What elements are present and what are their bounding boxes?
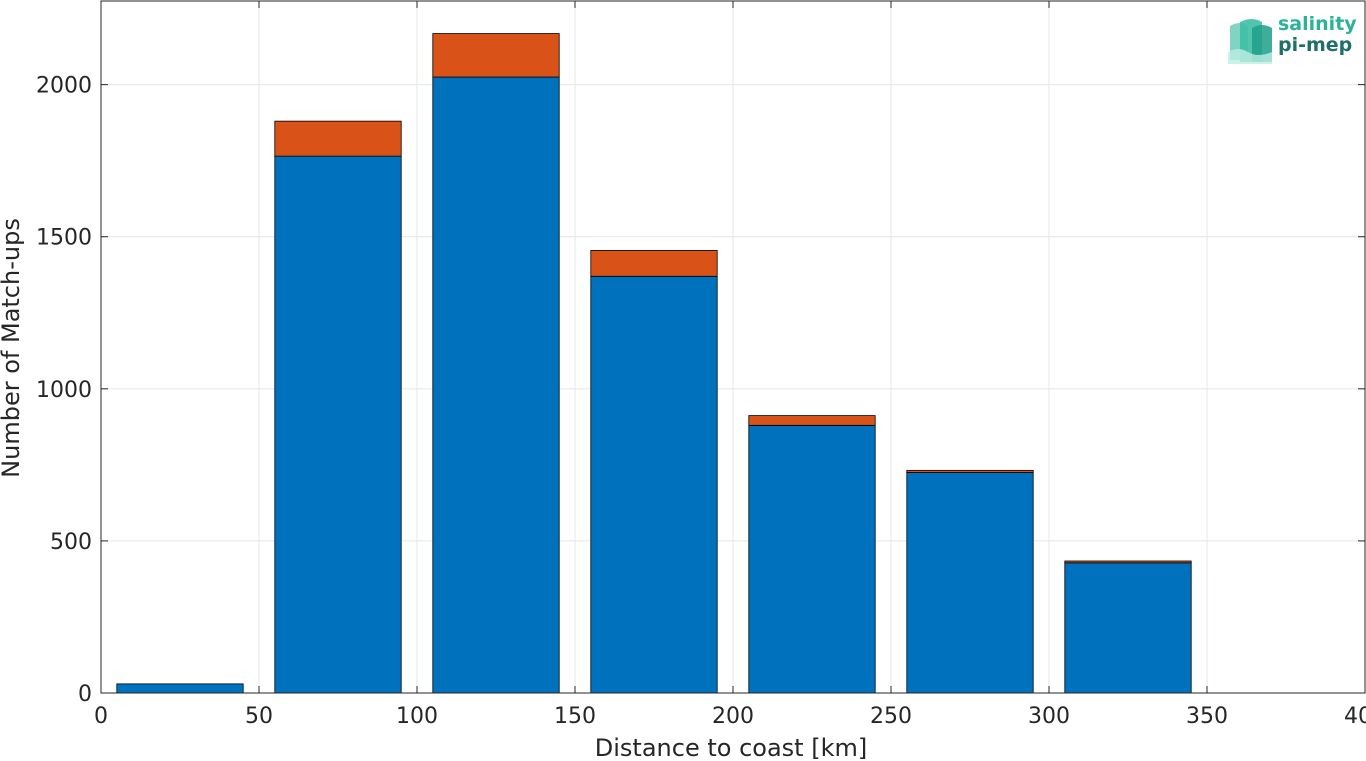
x-tick-label: 400 [1344, 704, 1366, 729]
bar-series1-bin-1 [116, 683, 244, 694]
x-tick-label: 100 [396, 704, 438, 729]
salinity-pi-mep-logo: salinity pi-mep [1226, 14, 1357, 66]
logo-line2: pi-mep [1278, 34, 1353, 56]
logo-line1: salinity [1278, 13, 1357, 35]
x-tick-label: 150 [554, 704, 596, 729]
bar-series1-bin-3 [432, 76, 560, 694]
bar-series2-bin-2 [274, 120, 402, 157]
waves-logo-icon [1228, 19, 1272, 64]
x-tick-label: 0 [94, 704, 108, 729]
bars [116, 33, 1192, 694]
bar-series2-bin-7 [1064, 560, 1192, 564]
bar-series2-bin-5 [748, 415, 876, 426]
bar-series2-bin-4 [590, 250, 718, 277]
y-tick-label: 2000 [36, 74, 92, 99]
y-tick-label: 1500 [36, 226, 92, 251]
bar-series2-bin-6 [906, 469, 1034, 473]
tick-labels: 0 50 100 150 200 250 300 350 400 0 500 1000 1500 2000 [36, 74, 1366, 729]
x-tick-label: 300 [1028, 704, 1070, 729]
bar-series1-bin-2 [274, 155, 402, 694]
x-tick-label: 50 [245, 704, 273, 729]
bar-series1-bin-6 [906, 472, 1034, 694]
y-tick-label: 0 [78, 682, 92, 707]
bar-series1-bin-7 [1064, 562, 1192, 694]
x-tick-label: 250 [870, 704, 912, 729]
y-tick-label: 1000 [36, 378, 92, 403]
bar-series1-bin-5 [748, 424, 876, 694]
bar-series1-bin-4 [590, 275, 718, 694]
logo-text: salinity pi-mep [1278, 14, 1357, 56]
y-axis-label: Number of Match-ups [0, 218, 25, 478]
y-tick-label: 500 [50, 530, 92, 555]
bar-series2-bin-3 [432, 33, 560, 78]
x-tick-label: 350 [1186, 704, 1228, 729]
x-axis-label: Distance to coast [km] [595, 734, 867, 761]
x-tick-label: 200 [712, 704, 754, 729]
axes [100, 0, 1366, 694]
